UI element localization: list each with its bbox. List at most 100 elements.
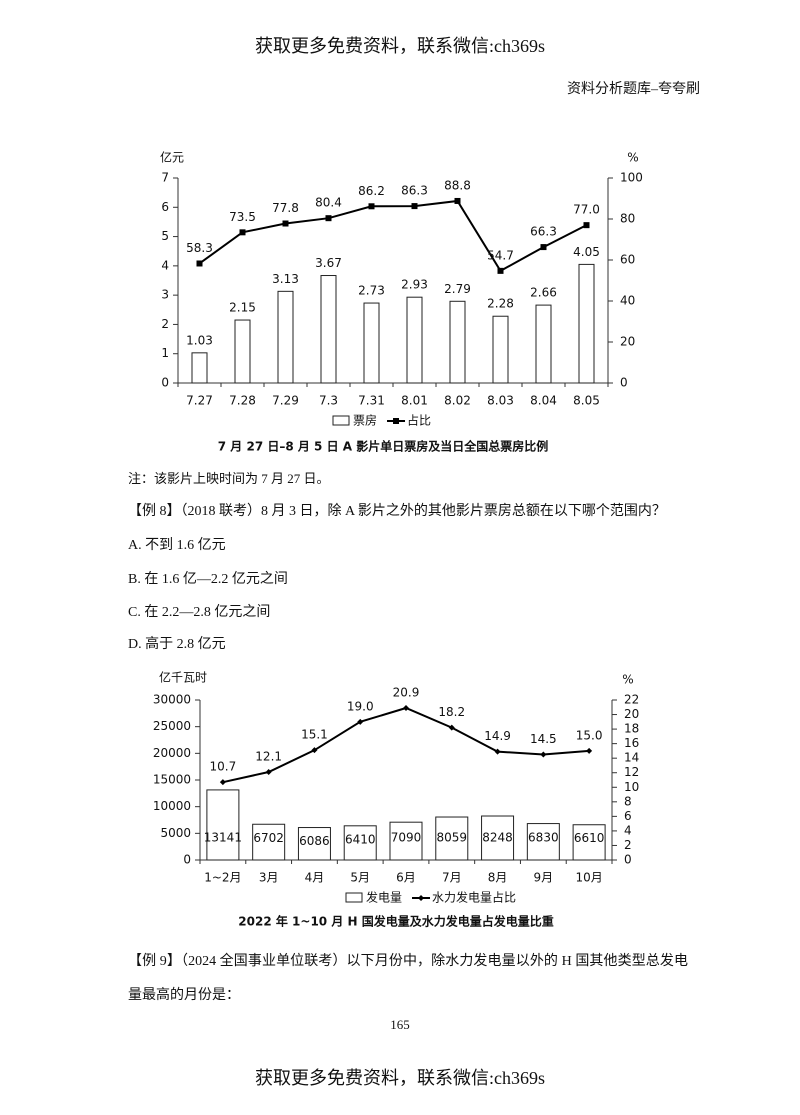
x-tick-label: 7.3 [319, 394, 338, 408]
y2-tick-label: 12 [624, 765, 639, 779]
line-marker [454, 197, 461, 204]
bar [572, 824, 606, 861]
y-tick-label: 0 [161, 376, 169, 390]
y2-tick-label: 20 [620, 335, 635, 349]
x-tick-label: 8月 [488, 871, 508, 885]
line-marker [196, 260, 203, 267]
subtitle: 资料分析题库–夸夸刷 [567, 82, 700, 97]
option: D. 高于 2.8 亿元 [128, 637, 226, 652]
y-tick-label: 5000 [160, 826, 191, 840]
bar [252, 823, 286, 861]
line-marker [494, 748, 501, 755]
page-number: 165 [390, 1017, 410, 1032]
option: C. 在 2.2—2.8 亿元之间 [128, 605, 271, 620]
option: B. 在 1.6 亿—2.2 亿元之间 [128, 572, 288, 587]
line-label: 80.4 [315, 196, 342, 210]
bar [191, 352, 208, 384]
line-marker [282, 220, 289, 227]
line-label: 14.5 [530, 732, 557, 746]
bar [578, 263, 595, 384]
line-label: 19.0 [347, 699, 374, 713]
y-tick-label: 4 [161, 258, 169, 272]
line-label: 66.3 [530, 225, 557, 239]
bar-label: 7090 [391, 831, 422, 845]
bar [535, 304, 552, 384]
option: A. 不到 1.6 亿元 [128, 538, 226, 553]
bar [363, 302, 380, 384]
bar-label: 4.05 [573, 245, 600, 259]
bar [435, 816, 469, 861]
y-tick-label: 15000 [153, 773, 191, 787]
y2-tick-label: 80 [620, 212, 635, 226]
y2-tick-label: 2 [624, 838, 632, 852]
legend-swatch [332, 415, 350, 426]
bar [206, 789, 240, 861]
line-marker [368, 203, 375, 210]
line-label: 12.1 [255, 750, 282, 764]
line-marker [357, 718, 364, 725]
x-tick-label: 6月 [396, 871, 416, 885]
line-marker [583, 222, 590, 229]
chart-caption: 7 月 27 日–8 月 5 日 A 影片单日票房及当日全国总票房比例 [218, 439, 548, 454]
line [198, 199, 587, 273]
y2-tick-label: 18 [624, 722, 639, 736]
legend-label: 票房 [353, 413, 377, 428]
line-label: 77.0 [573, 203, 600, 217]
bar-label: 8059 [437, 831, 468, 845]
line-marker [497, 267, 504, 274]
line-marker [448, 724, 455, 731]
x-tick-label: 8.04 [530, 394, 557, 408]
y2-tick-label: 100 [620, 171, 643, 185]
question: 【例 9】（2024 全国事业单位联考）以下月份中，除水力发电量以外的 H 国其… [128, 954, 688, 1003]
x-tick-label: 7.27 [186, 394, 213, 408]
y-tick-label: 30000 [153, 693, 191, 707]
bar [343, 825, 377, 861]
line-marker [540, 751, 547, 758]
x-tick-label: 3月 [259, 871, 279, 885]
bar-label: 6830 [528, 831, 559, 845]
bar-label: 2.93 [401, 278, 428, 292]
x-tick-label: 7.28 [229, 394, 256, 408]
bar [492, 315, 509, 384]
promo: 获取更多免费资料，联系微信:ch369s [255, 36, 545, 56]
y2-tick-label: 20 [624, 707, 639, 721]
bar-label: 2.73 [358, 284, 385, 298]
line-marker [311, 747, 318, 754]
footer: 获取更多免费资料，联系微信:ch369s [255, 1068, 545, 1088]
bar [234, 319, 251, 384]
y2-tick-label: 60 [620, 253, 635, 267]
bar-label: 13141 [204, 831, 242, 845]
line-marker [411, 203, 418, 210]
bar-label: 6086 [299, 834, 330, 848]
y-axis-title: 亿元 [160, 150, 184, 165]
y2-tick-label: 40 [620, 294, 635, 308]
line-marker [393, 418, 400, 424]
line-label: 15.0 [576, 728, 603, 742]
y2-tick-label: 8 [624, 794, 632, 808]
bar [526, 823, 560, 861]
bar [297, 827, 331, 861]
y-tick-label: 2 [161, 317, 169, 331]
legend-label: 发电量 [366, 890, 402, 905]
bar [481, 815, 515, 861]
y2-tick-label: 14 [624, 751, 639, 765]
x-tick-label: 5月 [350, 871, 370, 885]
y2-tick-label: 22 [624, 693, 639, 707]
bar [406, 296, 423, 384]
x-tick-label: 7.31 [358, 394, 385, 408]
y2-axis-title: % [627, 151, 638, 165]
bar-label: 6410 [345, 832, 376, 846]
x-tick-label: 4月 [305, 871, 325, 885]
x-tick-label: 1~2月 [204, 871, 241, 885]
x-tick-label: 8.02 [444, 394, 471, 408]
y-tick-label: 20000 [153, 746, 191, 760]
bar-label: 3.67 [315, 256, 342, 270]
bar-label: 6702 [253, 831, 284, 845]
bar-label: 2.79 [444, 282, 471, 296]
line-label: 54.7 [487, 248, 514, 262]
y2-tick-label: 0 [624, 853, 632, 867]
y-tick-label: 0 [183, 853, 191, 867]
bar-label: 1.03 [186, 333, 213, 347]
